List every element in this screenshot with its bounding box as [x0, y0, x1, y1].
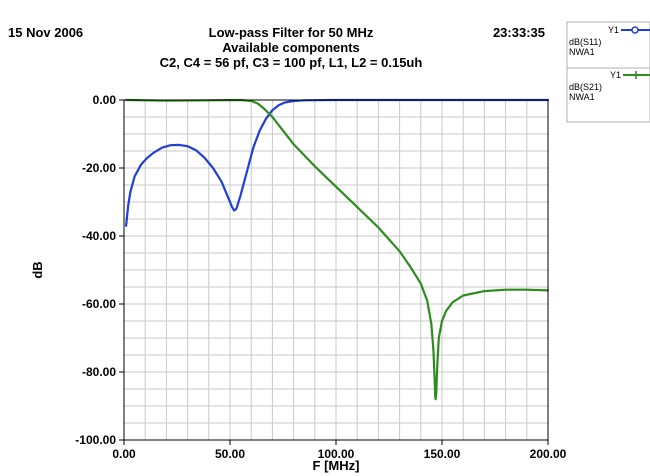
- legend-s11-marker-label: Y1: [608, 25, 619, 35]
- y-tick-label: -60.00: [82, 297, 116, 311]
- x-tick-label: 200.00: [530, 447, 567, 461]
- legend-s21-marker-label: Y1: [610, 70, 621, 80]
- x-tick-label: 50.00: [215, 447, 245, 461]
- series-line-db-s11: [125, 98, 550, 227]
- chart-title-line2: Available components: [222, 40, 360, 55]
- y-tick-label: -40.00: [82, 229, 116, 243]
- legend-s11-label: dB(S11): [569, 37, 601, 47]
- y-tick-label: -20.00: [82, 161, 116, 175]
- y-axis-title: dB: [30, 261, 45, 278]
- x-tick-label: 0.00: [112, 447, 136, 461]
- y-axis: 0.00 -20.00 -40.00 -60.00 -80.00 -100.00: [75, 93, 124, 447]
- series-line-db-s21: [125, 98, 550, 401]
- series-layer: [125, 98, 550, 401]
- grid: [124, 100, 548, 440]
- legend-s21-label: dB(S21): [569, 82, 602, 92]
- y-tick-label: -100.00: [75, 433, 116, 447]
- x-tick-label: 150.00: [424, 447, 461, 461]
- time-label: 23:33:35: [493, 25, 545, 40]
- x-axis: 0.00 50.00 100.00 150.00 200.00: [112, 440, 567, 461]
- legend: Y1 dB(S11) NWA1 Y1 dB(S21) NWA1: [566, 21, 650, 123]
- legend-s11-marker-icon: [631, 26, 639, 34]
- chart-title-line1: Low-pass Filter for 50 MHz: [209, 25, 374, 40]
- legend-s21-source: NWA1: [569, 92, 595, 102]
- y-tick-label: 0.00: [93, 93, 117, 107]
- chart-title-line3: C2, C4 = 56 pf, C3 = 100 pf, L1, L2 = 0.…: [160, 55, 423, 70]
- date-label: 15 Nov 2006: [8, 25, 83, 40]
- legend-s11-source: NWA1: [569, 47, 595, 57]
- y-tick-label: -80.00: [82, 365, 116, 379]
- x-tick-label: 100.00: [318, 447, 355, 461]
- x-axis-title: F [MHz]: [313, 458, 360, 473]
